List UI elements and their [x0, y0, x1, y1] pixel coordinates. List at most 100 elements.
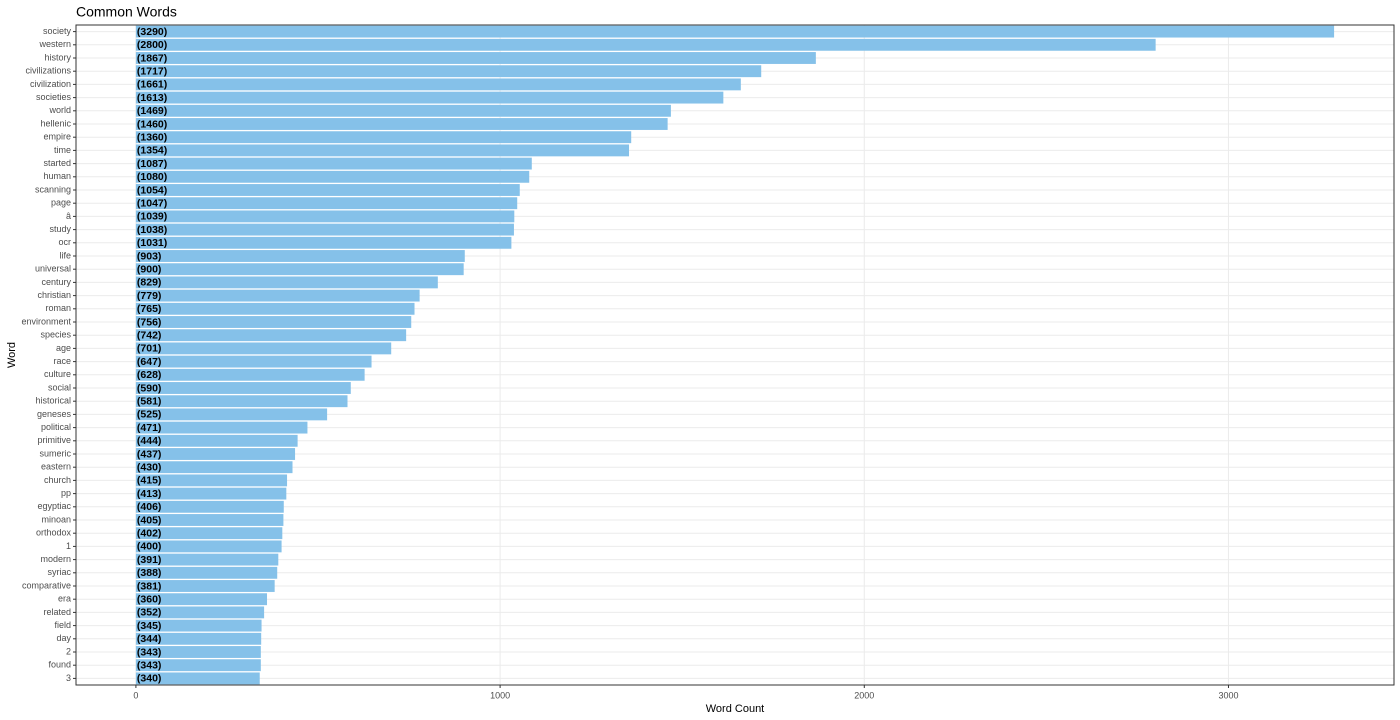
y-tick-label: society — [43, 26, 72, 36]
bar — [135, 434, 298, 447]
y-tick-label: western — [38, 39, 71, 49]
bar — [135, 421, 308, 434]
y-tick-label: societies — [36, 92, 72, 102]
value-label: (1038) — [137, 224, 167, 236]
y-tick-label: day — [56, 633, 71, 643]
value-label: (352) — [137, 607, 162, 619]
value-label: (1087) — [137, 158, 167, 170]
value-label: (701) — [137, 343, 162, 355]
bar — [135, 606, 265, 619]
bar — [135, 580, 275, 592]
y-tick-label: roman — [45, 303, 71, 313]
value-label: (1054) — [137, 184, 167, 196]
y-tick-label: 2 — [66, 646, 71, 656]
bar — [135, 210, 515, 223]
y-tick-label: study — [49, 224, 71, 234]
y-tick-label: species — [40, 330, 71, 340]
value-label: (742) — [137, 329, 162, 341]
value-label: (779) — [137, 290, 162, 302]
value-label: (628) — [137, 369, 162, 381]
value-label: (590) — [137, 382, 162, 394]
y-tick-label: field — [54, 620, 71, 630]
value-label: (1047) — [137, 197, 167, 209]
bar — [135, 157, 532, 170]
value-label: (343) — [137, 646, 162, 658]
value-label: (2800) — [137, 39, 167, 51]
bar — [135, 632, 262, 645]
value-label: (1469) — [137, 105, 167, 117]
y-tick-label: egyptiac — [37, 501, 71, 511]
value-label: (1031) — [137, 237, 167, 249]
bar — [135, 382, 351, 394]
value-label: (444) — [137, 435, 162, 447]
bar — [135, 527, 283, 540]
value-label: (756) — [137, 316, 162, 328]
value-label: (437) — [137, 448, 162, 460]
value-label: (1613) — [137, 92, 167, 104]
y-tick-label: world — [48, 105, 71, 115]
y-tick-label: scanning — [35, 184, 71, 194]
y-tick-label: syriac — [47, 567, 71, 577]
y-tick-label: geneses — [37, 409, 72, 419]
value-label: (360) — [137, 593, 162, 605]
bar — [135, 672, 260, 685]
x-tick-label: 2000 — [854, 690, 874, 700]
bar — [135, 553, 279, 566]
value-label: (581) — [137, 395, 162, 407]
x-tick-label: 1000 — [490, 690, 510, 700]
y-tick-label: eastern — [41, 462, 71, 472]
value-label: (647) — [137, 356, 162, 368]
value-label: (340) — [137, 673, 162, 685]
bar — [135, 170, 530, 183]
plot-border — [75, 24, 1395, 686]
value-label: (402) — [137, 527, 162, 539]
y-tick-label: christian — [37, 290, 71, 300]
chart-title: Common Words — [76, 4, 177, 20]
y-tick-label: â — [66, 211, 71, 221]
y-tick-label: found — [48, 660, 71, 670]
bar — [135, 514, 284, 526]
bar — [135, 461, 293, 474]
bar — [135, 540, 282, 553]
y-tick-label: political — [41, 422, 71, 432]
x-tick-label: 3000 — [1218, 690, 1238, 700]
bar — [135, 395, 348, 408]
x-tick-label: 0 — [133, 690, 138, 700]
value-label: (1039) — [137, 211, 167, 223]
y-tick-label: human — [43, 171, 71, 181]
bar — [135, 104, 671, 117]
bar — [135, 593, 268, 606]
bar — [135, 131, 632, 144]
value-label: (1354) — [137, 145, 167, 157]
bar — [135, 91, 724, 104]
value-label: (1717) — [137, 65, 167, 77]
y-tick-label: related — [43, 607, 71, 617]
y-tick-label: church — [44, 475, 71, 485]
y-tick-label: comparative — [22, 580, 71, 590]
y-tick-label: universal — [35, 264, 71, 274]
value-label: (344) — [137, 633, 162, 645]
value-label: (430) — [137, 461, 162, 473]
y-tick-label: century — [41, 277, 71, 287]
bar — [135, 302, 415, 315]
bar — [135, 52, 816, 64]
y-tick-label: started — [43, 158, 71, 168]
y-tick-label: 3 — [66, 673, 71, 683]
bar — [135, 316, 412, 328]
value-label: (525) — [137, 409, 162, 421]
value-label: (829) — [137, 277, 162, 289]
bar — [135, 118, 668, 130]
value-label: (400) — [137, 541, 162, 553]
y-tick-label: civilization — [30, 79, 71, 89]
bar — [135, 38, 1156, 51]
value-label: (413) — [137, 488, 162, 500]
bar — [135, 646, 261, 658]
y-tick-label: history — [44, 52, 71, 62]
value-label: (765) — [137, 303, 162, 315]
y-tick-label: empire — [43, 132, 71, 142]
y-tick-label: ocr — [58, 237, 71, 247]
y-tick-label: orthodox — [36, 528, 72, 538]
bar — [135, 250, 465, 262]
value-label: (3290) — [137, 26, 167, 38]
